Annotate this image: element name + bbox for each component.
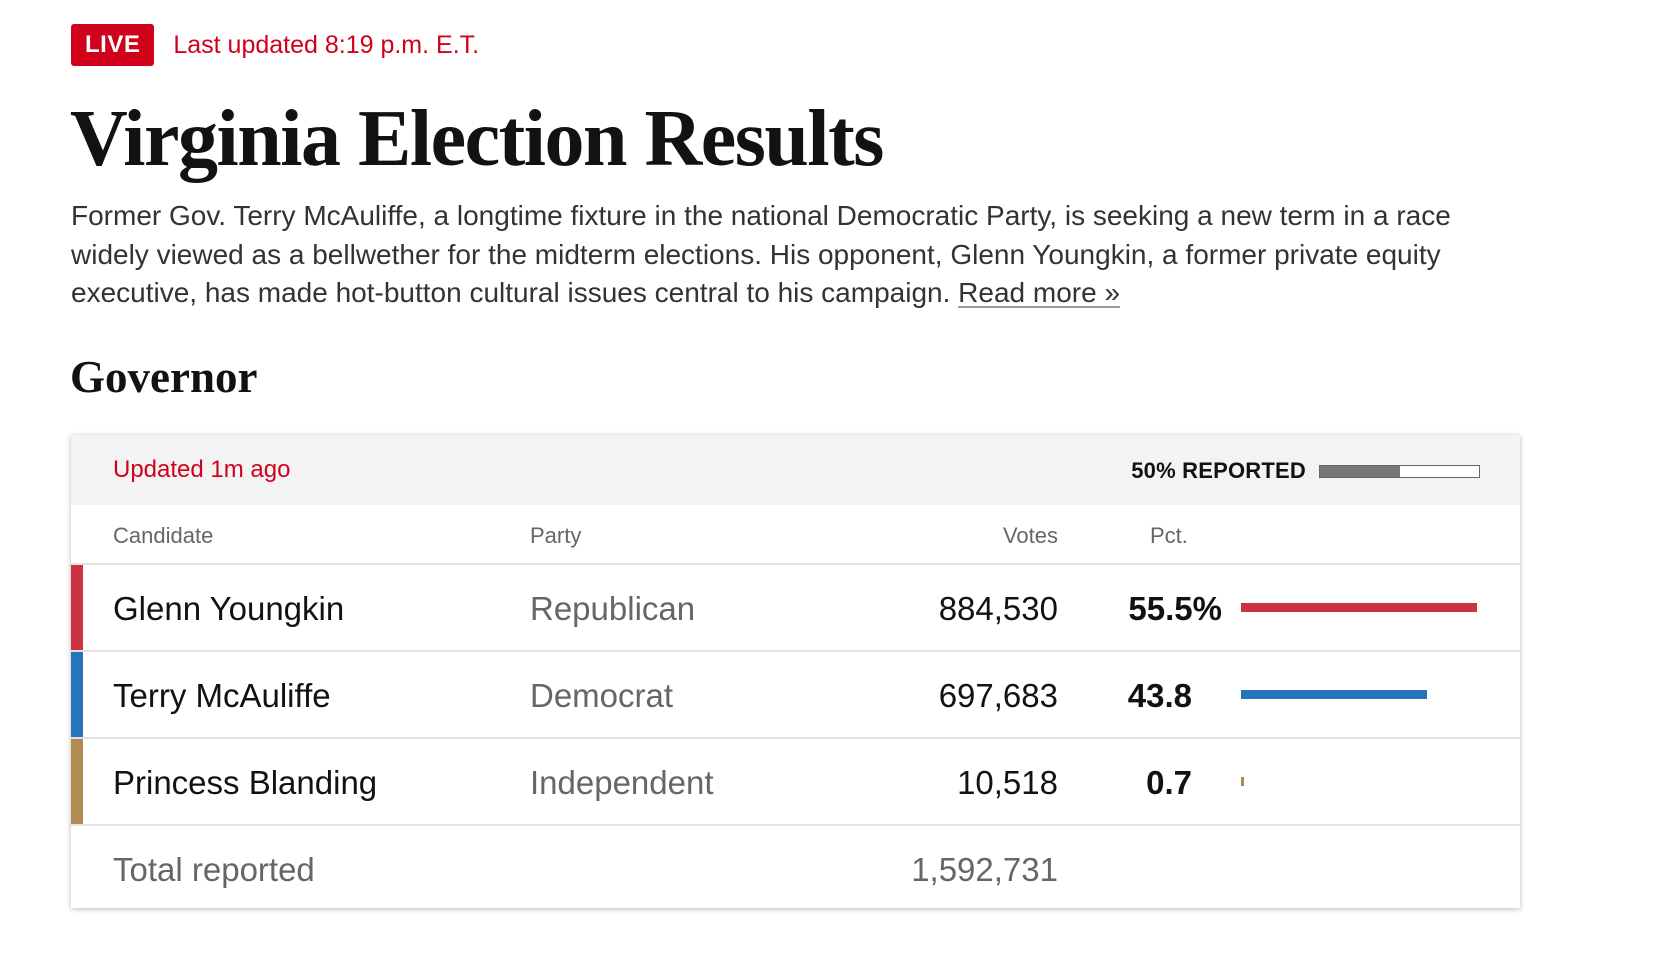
candidate-row: Terry McAuliffe Democrat 697,683 43.8 bbox=[71, 652, 1520, 739]
last-updated-timestamp: Last updated 8:19 p.m. E.T. bbox=[173, 30, 480, 59]
candidate-party: Independent bbox=[530, 764, 714, 801]
vote-share-bar bbox=[1241, 777, 1477, 786]
intro-text: Former Gov. Terry McAuliffe, a longtime … bbox=[71, 200, 1451, 308]
candidate-name: Glenn Youngkin bbox=[113, 590, 345, 627]
vote-share-bar bbox=[1241, 690, 1477, 699]
column-headers: Candidate Party Votes Pct. bbox=[71, 505, 1520, 565]
candidate-pct: 0.7 bbox=[1146, 764, 1192, 801]
status-line: LIVE Last updated 8:19 p.m. E.T. bbox=[71, 24, 479, 66]
column-header-votes: Votes bbox=[1002, 523, 1058, 548]
vote-share-bar-fill bbox=[1241, 690, 1428, 699]
vote-share-bar-fill bbox=[1241, 603, 1477, 612]
candidate-pct: 43.8 bbox=[1127, 677, 1192, 714]
results-header: Updated 1m ago 50% REPORTED bbox=[71, 435, 1520, 505]
reported-progress-fill bbox=[1320, 465, 1400, 477]
total-label: Total reported bbox=[113, 851, 315, 888]
candidate-party: Republican bbox=[530, 590, 696, 627]
candidate-votes: 697,683 bbox=[938, 677, 1058, 714]
candidate-votes: 10,518 bbox=[957, 764, 1058, 801]
race-title: Governor bbox=[70, 352, 258, 402]
live-badge: LIVE bbox=[71, 24, 155, 66]
total-votes: 1,592,731 bbox=[911, 851, 1058, 888]
total-row: Total reported 1,592,731 bbox=[71, 826, 1520, 911]
candidate-name: Princess Blanding bbox=[113, 764, 378, 801]
reporting-status: 50% REPORTED bbox=[1131, 458, 1480, 484]
party-color-stripe bbox=[71, 652, 83, 737]
read-more-link[interactable]: Read more » bbox=[958, 277, 1121, 308]
column-header-party: Party bbox=[530, 523, 582, 548]
candidate-row: Princess Blanding Independent 10,518 0.7 bbox=[71, 739, 1520, 826]
column-header-pct: Pct. bbox=[1150, 523, 1188, 548]
results-table: Updated 1m ago 50% REPORTED Candidate Pa… bbox=[71, 435, 1520, 908]
vote-share-bar bbox=[1241, 603, 1477, 612]
column-header-candidate: Candidate bbox=[113, 523, 214, 548]
race-updated-time: Updated 1m ago bbox=[113, 456, 291, 483]
reported-label: 50% REPORTED bbox=[1131, 458, 1306, 483]
candidate-name: Terry McAuliffe bbox=[113, 677, 331, 714]
vote-share-bar-fill bbox=[1241, 777, 1244, 786]
party-color-stripe bbox=[71, 739, 83, 824]
candidate-party: Democrat bbox=[530, 677, 674, 714]
candidate-row: Glenn Youngkin Republican 884,530 55.5% bbox=[71, 565, 1520, 652]
candidate-pct: 55.5% bbox=[1128, 590, 1222, 627]
intro-paragraph: Former Gov. Terry McAuliffe, a longtime … bbox=[71, 197, 1511, 313]
party-color-stripe bbox=[71, 565, 83, 650]
reported-progress-bar bbox=[1319, 464, 1480, 478]
page-title: Virginia Election Results bbox=[70, 95, 884, 183]
candidate-votes: 884,530 bbox=[938, 590, 1058, 627]
